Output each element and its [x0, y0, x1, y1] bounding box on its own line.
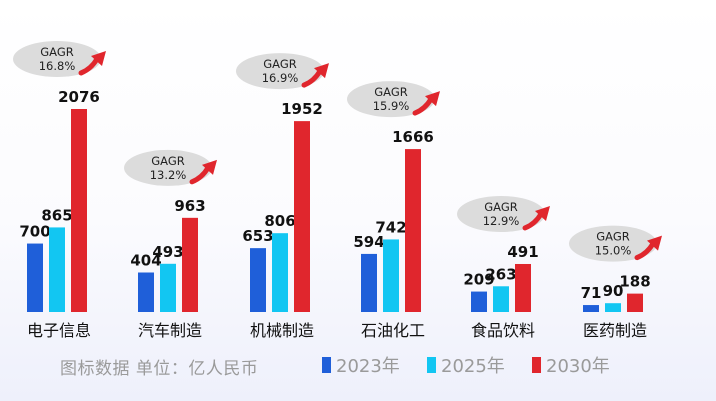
cagr-arrowhead: [647, 235, 662, 251]
data-label: 493: [152, 243, 183, 261]
cagr-value: 15.9%: [373, 99, 410, 113]
bar: [383, 239, 399, 312]
cagr-value: 16.8%: [39, 59, 76, 73]
category-label: 医药制造: [583, 321, 647, 340]
bar: [27, 243, 43, 312]
data-label: 700: [19, 223, 50, 241]
legend-swatch-2030: [532, 357, 541, 373]
cagr-bubble: [13, 41, 101, 77]
cagr-bubble: [457, 195, 545, 232]
data-label: 1666: [392, 128, 434, 146]
bar: [294, 121, 310, 312]
unit-note: 图标数据 单位：亿人民币: [60, 359, 259, 379]
legend-label-2023: 2023年: [336, 356, 400, 377]
cagr-arrowhead: [314, 63, 329, 79]
cagr-title: GAGR: [40, 45, 73, 59]
data-label: 263: [485, 265, 516, 283]
bar: [405, 149, 421, 312]
bar: [272, 233, 288, 312]
cagr-value: 16.9%: [262, 71, 299, 85]
cagr-title: GAGR: [484, 200, 517, 214]
data-label: 653: [242, 227, 273, 245]
cagr-bubble: [124, 149, 212, 186]
legend-item-2025: 2025年: [427, 352, 505, 378]
legend-label-2025: 2025年: [441, 356, 505, 377]
cagr-bubble: [236, 53, 324, 90]
legend-swatch-2025: [427, 357, 436, 373]
data-label: 1952: [281, 100, 323, 118]
category-label: 汽车制造: [138, 321, 202, 340]
data-label: 2076: [58, 88, 100, 106]
bar: [493, 286, 509, 312]
cagr-arrow: [412, 96, 434, 116]
cagr-arrowhead: [425, 91, 440, 107]
data-label: 404: [130, 251, 161, 269]
cagr-value: 12.9%: [483, 214, 520, 228]
category-label: 食品饮料: [471, 321, 535, 340]
cagr-bubble: [569, 225, 657, 262]
cagr-value: 13.2%: [150, 168, 187, 182]
bar: [138, 272, 154, 312]
data-label: 209: [463, 271, 494, 289]
cagr-arrow: [522, 211, 544, 231]
bar: [160, 263, 176, 312]
data-label: 71: [581, 284, 602, 302]
cagr-arrowhead: [91, 51, 106, 66]
data-label: 865: [41, 206, 72, 224]
category-label: 石油化工: [361, 321, 425, 340]
data-label: 188: [619, 273, 650, 291]
bar: [515, 263, 531, 312]
data-label: 90: [603, 282, 624, 300]
cagr-arrow: [78, 56, 100, 76]
bar: [71, 109, 87, 312]
category-label: 电子信息: [27, 321, 91, 340]
cagr-bubble: [347, 81, 435, 118]
bar: [49, 227, 65, 312]
bar: [471, 291, 487, 312]
data-label: 742: [375, 218, 406, 236]
cagr-arrowhead: [202, 159, 217, 175]
data-label: 806: [264, 212, 295, 230]
cagr-value: 15.0%: [595, 244, 632, 258]
cagr-arrow: [301, 68, 323, 88]
bar: [583, 305, 599, 312]
data-label: 963: [174, 197, 205, 215]
chart-footer: 图标数据 单位：亿人民币 2023年 2025年 2030年: [0, 350, 716, 380]
data-label: 594: [353, 233, 384, 251]
cagr-title: GAGR: [263, 57, 296, 71]
legend-item-2023: 2023年: [322, 352, 400, 378]
bar: [605, 303, 621, 312]
cagr-title: GAGR: [596, 230, 629, 244]
cagr-arrow: [634, 241, 656, 261]
legend-item-2030: 2030年: [532, 352, 610, 378]
cagr-title: GAGR: [151, 154, 184, 168]
cagr-arrow: [189, 165, 211, 185]
bar: [250, 248, 266, 312]
legend-label-2030: 2030年: [546, 356, 610, 377]
cagr-title: GAGR: [374, 85, 407, 99]
legend-swatch-2023: [322, 357, 331, 373]
bar: [361, 253, 377, 312]
data-label: 491: [507, 243, 538, 261]
category-label: 机械制造: [250, 321, 314, 340]
cagr-arrowhead: [535, 205, 550, 221]
bar: [182, 217, 198, 312]
bar: [627, 293, 643, 312]
